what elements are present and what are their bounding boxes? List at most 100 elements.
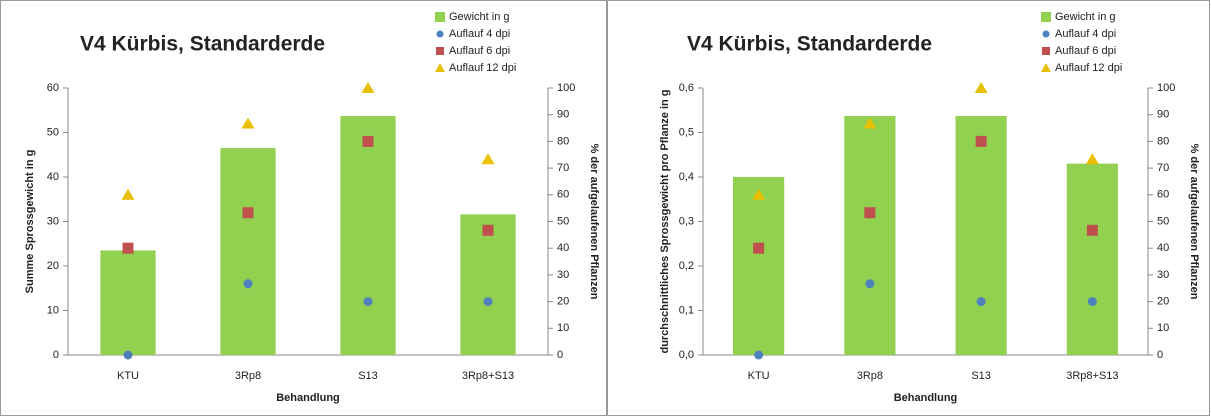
point	[242, 207, 254, 219]
y2-tick-label: 50	[1157, 215, 1169, 227]
x-tick-label: 3Rp8+S13	[462, 370, 514, 382]
y-tick-label: 0,2	[679, 260, 694, 272]
y-axis-label: durchschnittliches Sprossgewicht pro Pfl…	[659, 89, 671, 353]
point	[1086, 224, 1098, 236]
y2-tick-label: 0	[1157, 349, 1163, 361]
point	[865, 279, 875, 289]
point	[481, 153, 495, 165]
legend-swatch	[1042, 47, 1050, 55]
bar	[733, 177, 785, 355]
point	[121, 188, 135, 200]
x-tick-label: KTU	[117, 370, 139, 382]
y-tick-label: 30	[47, 215, 59, 227]
x-tick-label: 3Rp8	[235, 370, 261, 382]
y2-tick-label: 0	[557, 349, 563, 361]
y2-tick-label: 70	[1157, 162, 1169, 174]
y2-tick-label: 80	[557, 135, 569, 147]
point	[1085, 153, 1099, 165]
point	[975, 135, 987, 147]
y2-tick-label: 20	[1157, 296, 1169, 308]
bar	[1066, 163, 1118, 355]
x-tick-label: 3Rp8	[857, 370, 883, 382]
legend-label: Auflauf 4 dpi	[449, 28, 510, 40]
y2-tick-label: 100	[1157, 82, 1175, 94]
legend-label: Auflauf 6 dpi	[449, 45, 510, 57]
point	[243, 279, 253, 289]
chart-title: V4 Kürbis, Standarderde	[80, 33, 325, 56]
legend-swatch	[435, 12, 445, 22]
legend-swatch	[436, 30, 444, 38]
legend-label: Auflauf 4 dpi	[1055, 28, 1116, 40]
panel-border	[607, 0, 1210, 416]
point	[363, 297, 373, 307]
point	[241, 117, 255, 129]
y2-tick-label: 80	[1157, 135, 1169, 147]
x-axis-label: Behandlung	[276, 392, 340, 404]
y-tick-label: 40	[47, 171, 59, 183]
y2-tick-label: 30	[1157, 269, 1169, 281]
x-tick-label: KTU	[748, 370, 770, 382]
legend-swatch	[435, 63, 445, 72]
x-tick-label: 3Rp8+S13	[1066, 370, 1118, 382]
x-tick-label: S13	[971, 370, 991, 382]
legend-swatch	[1042, 30, 1050, 38]
y2-axis-label: % der aufgelaufenen Pflanzen	[1188, 144, 1200, 300]
y-tick-label: 0,3	[679, 215, 694, 227]
bar	[340, 116, 396, 355]
y2-tick-label: 40	[557, 242, 569, 254]
y2-tick-label: 40	[1157, 242, 1169, 254]
y-tick-label: 50	[47, 126, 59, 138]
y2-tick-label: 10	[557, 322, 569, 334]
y-tick-label: 0,6	[679, 82, 694, 94]
y2-tick-label: 70	[557, 162, 569, 174]
point	[863, 117, 877, 129]
point	[482, 224, 494, 236]
legend-label: Auflauf 12 dpi	[449, 62, 516, 74]
point	[123, 350, 133, 360]
point	[864, 207, 876, 219]
legend-label: Auflauf 12 dpi	[1055, 62, 1122, 74]
point	[974, 82, 988, 93]
x-axis-label: Behandlung	[894, 392, 958, 404]
y-axis-label: Summe Sprossgewicht in g	[24, 150, 36, 294]
bar	[955, 116, 1007, 355]
point	[1087, 297, 1097, 307]
point	[753, 242, 765, 254]
y2-tick-label: 100	[557, 82, 575, 94]
y2-tick-label: 50	[557, 215, 569, 227]
y2-tick-label: 60	[1157, 189, 1169, 201]
point	[122, 242, 134, 254]
panel-border	[0, 0, 607, 416]
legend-swatch	[436, 47, 444, 55]
point	[752, 188, 766, 200]
y2-tick-label: 90	[557, 109, 569, 121]
y2-tick-label: 30	[557, 269, 569, 281]
y-tick-label: 60	[47, 82, 59, 94]
point	[976, 297, 986, 307]
y-tick-label: 10	[47, 304, 59, 316]
y2-axis-label: % der aufgelaufenen Pflanzen	[588, 144, 600, 300]
bar	[220, 148, 276, 355]
legend-swatch	[1041, 12, 1051, 22]
y-tick-label: 0,0	[679, 349, 694, 361]
legend-label: Gewicht in g	[449, 11, 510, 23]
bar	[844, 116, 896, 355]
point	[362, 135, 374, 147]
y2-tick-label: 60	[557, 189, 569, 201]
bar	[460, 214, 516, 355]
y-tick-label: 0	[53, 349, 59, 361]
legend-label: Gewicht in g	[1055, 11, 1116, 23]
y2-tick-label: 90	[1157, 109, 1169, 121]
y2-tick-label: 10	[1157, 322, 1169, 334]
legend-swatch	[1041, 63, 1051, 72]
chart-title: V4 Kürbis, Standarderde	[687, 33, 932, 56]
y-tick-label: 0,4	[679, 171, 694, 183]
y2-tick-label: 20	[557, 296, 569, 308]
point	[754, 350, 764, 360]
point	[483, 297, 493, 307]
bar	[100, 250, 156, 355]
point	[361, 82, 375, 93]
y-tick-label: 0,5	[679, 126, 694, 138]
x-tick-label: S13	[358, 370, 378, 382]
